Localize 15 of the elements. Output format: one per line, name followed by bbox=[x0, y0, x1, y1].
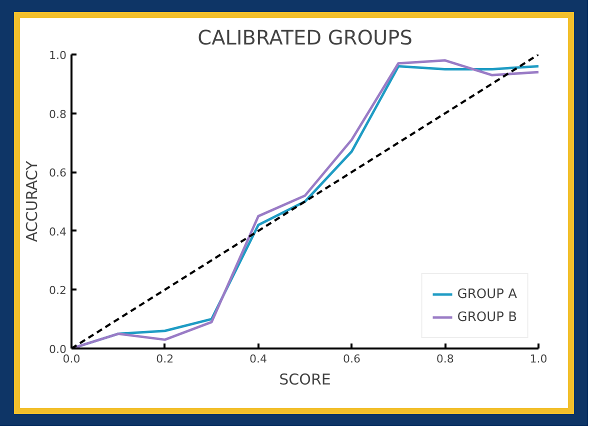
legend-label: GROUP A bbox=[457, 286, 517, 302]
x-tick-label: 0.2 bbox=[156, 352, 174, 366]
y-axis-title: ACCURACY bbox=[23, 160, 42, 242]
y-tick-label: 0.2 bbox=[49, 284, 67, 298]
y-tick-label: 0.6 bbox=[49, 166, 67, 180]
x-tick-label: 0.8 bbox=[436, 352, 454, 366]
y-tick-label: 0.4 bbox=[49, 225, 67, 238]
y-tick-label: 1.0 bbox=[49, 49, 67, 62]
x-axis-title: SCORE bbox=[279, 370, 331, 388]
x-tick-label: 0.4 bbox=[250, 352, 268, 366]
legend-label: GROUP B bbox=[457, 310, 517, 324]
x-tick-label: 1.0 bbox=[530, 352, 548, 366]
chart-title: CALIBRATED GROUPS bbox=[198, 26, 412, 50]
y-tick-label: 0.8 bbox=[49, 108, 67, 121]
x-tick-label: 0.6 bbox=[342, 352, 360, 366]
